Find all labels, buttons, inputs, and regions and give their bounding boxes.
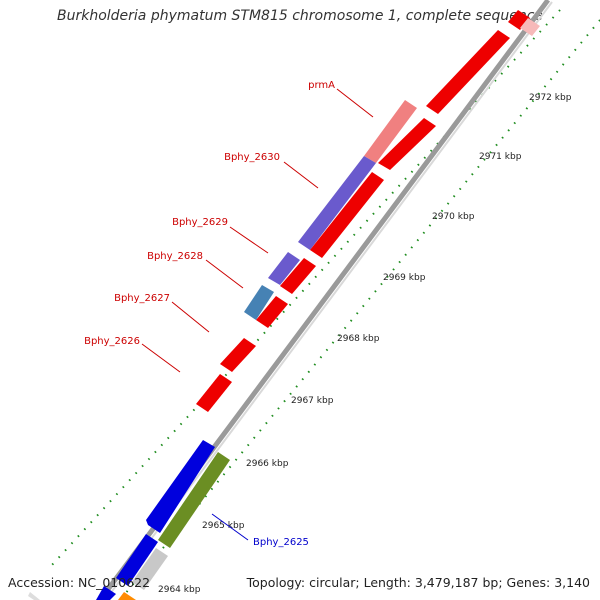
gene-label-bphy-2629[interactable]: Bphy_2629: [172, 217, 228, 228]
tick-label-2966: 2966 kbp: [246, 459, 289, 469]
leader-bphy-2627: [171, 301, 210, 333]
leader-bphy-2626: [141, 343, 181, 373]
gene-label-bphy-2628[interactable]: Bphy_2628: [147, 251, 203, 262]
tick-label-2969: 2969 kbp: [383, 273, 426, 283]
gene-blue-tail[interactable]: [96, 586, 116, 600]
gene-bphy-2630[interactable]: [298, 156, 376, 250]
gene-bphy-2625[interactable]: [146, 440, 215, 533]
gene-label-bphy-2626[interactable]: Bphy_2626: [84, 336, 140, 347]
gene-blue-lower[interactable]: [116, 534, 158, 586]
accession-text: Accession: NC_010622: [8, 575, 151, 590]
tick-label-2970: 2970 kbp: [432, 212, 475, 222]
leader-bphy-2630: [283, 161, 319, 189]
leader-bphy-2628: [205, 259, 244, 289]
tick-label-2972: 2972 kbp: [529, 93, 572, 103]
gene-bphy-2626[interactable]: [196, 374, 232, 412]
leader-bphy-2629: [229, 226, 269, 254]
gene-prmA[interactable]: [364, 100, 417, 163]
gene-bphy-2627[interactable]: [220, 338, 256, 372]
gene-red-top-b[interactable]: [508, 10, 530, 30]
summary-text: Topology: circular; Length: 3,479,187 bp…: [246, 575, 590, 590]
gene-red-2[interactable]: [310, 172, 384, 258]
backbone-fragment: [28, 592, 40, 600]
map-title: Burkholderia phymatum STM815 chromosome …: [56, 8, 543, 24]
gene-red-top-a[interactable]: [426, 30, 510, 114]
gene-bphy-2629[interactable]: [268, 252, 300, 285]
tick-label-2967: 2967 kbp: [291, 396, 334, 406]
tick-label-2971: 2971 kbp: [479, 152, 522, 162]
gene-bphy-2628[interactable]: [244, 285, 274, 320]
leader-prmA: [336, 88, 374, 118]
tick-label-2964: 2964 kbp: [158, 585, 201, 595]
gene-orange[interactable]: [118, 592, 136, 600]
gene-label-bphy-2630[interactable]: Bphy_2630: [224, 152, 280, 163]
gene-label-bphy-2627[interactable]: Bphy_2627: [114, 293, 170, 304]
gene-olive[interactable]: [158, 452, 230, 548]
tick-label-2965: 2965 kbp: [202, 521, 245, 531]
gene-red-1[interactable]: [378, 118, 436, 170]
gene-label-prmA[interactable]: prmA: [308, 80, 335, 91]
gene-pink-top[interactable]: [520, 18, 540, 36]
gene-grey[interactable]: [132, 548, 168, 590]
tick-label-2968: 2968 kbp: [337, 334, 380, 344]
gene-red-4[interactable]: [256, 296, 288, 328]
gene-label-bphy-2625[interactable]: Bphy_2625: [253, 537, 309, 548]
leader-bphy-2625: [211, 513, 249, 541]
gene-red-3[interactable]: [280, 258, 316, 294]
